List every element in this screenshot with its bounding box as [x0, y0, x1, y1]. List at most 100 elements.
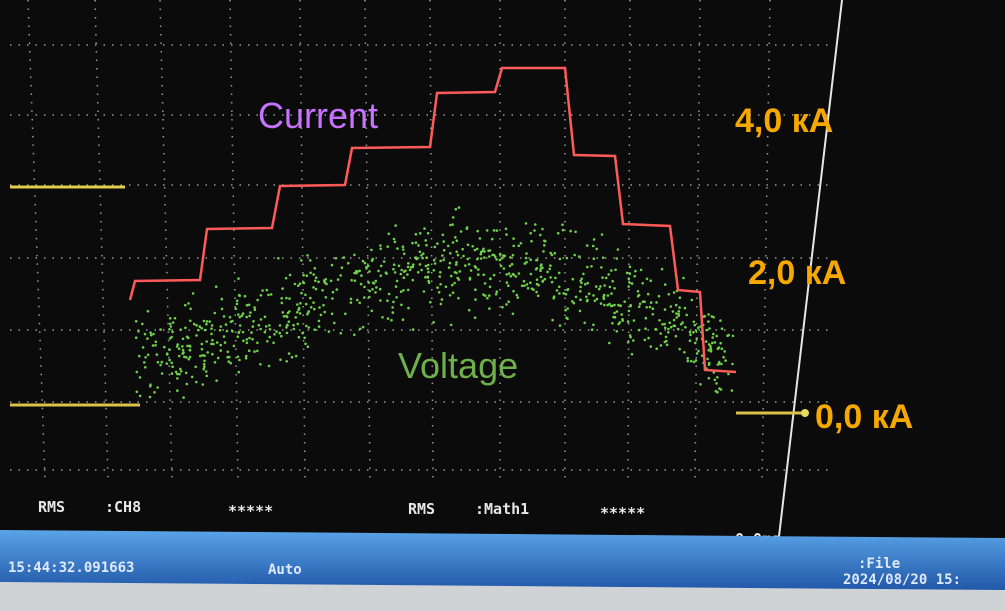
noise-dot: [243, 294, 247, 298]
noise-dot: [353, 271, 356, 275]
noise-dot: [663, 283, 667, 286]
noise-dot: [578, 309, 582, 313]
noise-dot: [367, 264, 370, 268]
noise-dot: [171, 365, 174, 369]
noise-dot: [197, 328, 200, 332]
noise-dot: [309, 296, 312, 300]
noise-dot: [669, 325, 673, 329]
noise-dot: [384, 271, 388, 275]
noise-dot: [657, 294, 661, 298]
noise-dot: [459, 230, 463, 233]
noise-dot: [541, 266, 544, 270]
noise-dot: [241, 330, 245, 334]
scale-label: 0,0 кA: [815, 398, 913, 436]
noise-dot: [285, 314, 288, 318]
noise-dot: [533, 229, 536, 232]
noise-dot: [149, 331, 152, 335]
noise-dot: [305, 274, 309, 278]
noise-dot: [608, 341, 611, 345]
noise-dot: [302, 273, 305, 277]
noise-dot: [574, 295, 578, 299]
noise-dot: [251, 325, 255, 328]
noise-dot: [322, 303, 325, 307]
noise-dot: [137, 329, 140, 333]
noise-dot: [441, 254, 444, 257]
noise-dot: [634, 269, 637, 273]
noise-dot: [420, 268, 423, 272]
noise-dot: [677, 310, 681, 313]
noise-dot: [201, 383, 205, 386]
noise-dot: [374, 279, 378, 283]
current-trace: [128, 66, 737, 374]
noise-dot: [524, 256, 528, 260]
noise-dot: [546, 270, 549, 274]
noise-dot: [194, 365, 197, 369]
noise-dot: [449, 323, 453, 327]
noise-dot: [525, 260, 528, 264]
noise-dot: [203, 328, 207, 332]
noise-dot: [363, 261, 367, 265]
noise-dot: [565, 256, 569, 260]
noise-dot: [610, 292, 613, 295]
noise-dot: [703, 314, 707, 318]
noise-dot: [202, 362, 206, 366]
noise-dot: [227, 360, 230, 363]
noise-dot: [548, 267, 551, 271]
noise-dot: [421, 256, 424, 260]
noise-dot: [462, 254, 465, 258]
noise-dot: [674, 334, 678, 338]
noise-dot: [433, 245, 437, 249]
noise-dot: [264, 325, 268, 328]
status-date: 2024/08/20 15:: [843, 572, 961, 588]
noise-dot: [247, 303, 251, 307]
noise-dot: [216, 356, 220, 360]
noise-dot: [711, 341, 714, 345]
noise-dot: [379, 264, 383, 268]
noise-dot: [683, 306, 687, 310]
noise-dot: [543, 244, 546, 247]
noise-dot: [214, 285, 218, 289]
noise-dot: [261, 289, 264, 292]
noise-dot: [689, 333, 692, 337]
noise-dot: [426, 231, 430, 235]
noise-dot: [406, 273, 409, 276]
noise-dot: [685, 313, 688, 317]
noise-dot: [465, 227, 469, 231]
noise-dot: [649, 345, 653, 348]
noise-dot: [591, 244, 595, 248]
noise-dot: [644, 316, 648, 320]
noise-dot: [314, 276, 318, 280]
noise-dot: [237, 330, 241, 334]
noise-dot: [481, 249, 484, 253]
noise-dot: [244, 357, 248, 360]
noise-dot: [709, 349, 713, 352]
noise-dot: [137, 354, 141, 358]
noise-dot: [370, 248, 373, 252]
noise-dot: [490, 237, 494, 241]
noise-dot: [432, 258, 436, 262]
noise-dot: [553, 251, 557, 255]
noise-dot: [235, 302, 239, 306]
noise-dot: [523, 284, 526, 288]
noise-dot: [474, 288, 477, 292]
noise-dot: [674, 303, 678, 307]
noise-dot: [664, 335, 668, 339]
noise-dot: [461, 247, 464, 251]
noise-dot: [156, 360, 160, 364]
noise-dot: [508, 264, 512, 268]
noise-dot: [170, 361, 173, 365]
noise-dot: [353, 253, 356, 257]
noise-dot: [449, 252, 452, 255]
noise-dot: [424, 275, 427, 279]
noise-dot: [160, 372, 164, 375]
noise-dot: [592, 257, 596, 261]
noise-dot: [529, 258, 533, 262]
noise-dot: [495, 229, 499, 232]
noise-dot: [237, 277, 240, 280]
noise-dot: [361, 325, 365, 329]
noise-dot: [561, 228, 565, 232]
noise-dot: [649, 301, 653, 304]
noise-dot: [579, 290, 582, 293]
noise-dot: [600, 233, 604, 236]
noise-dot: [241, 312, 245, 315]
